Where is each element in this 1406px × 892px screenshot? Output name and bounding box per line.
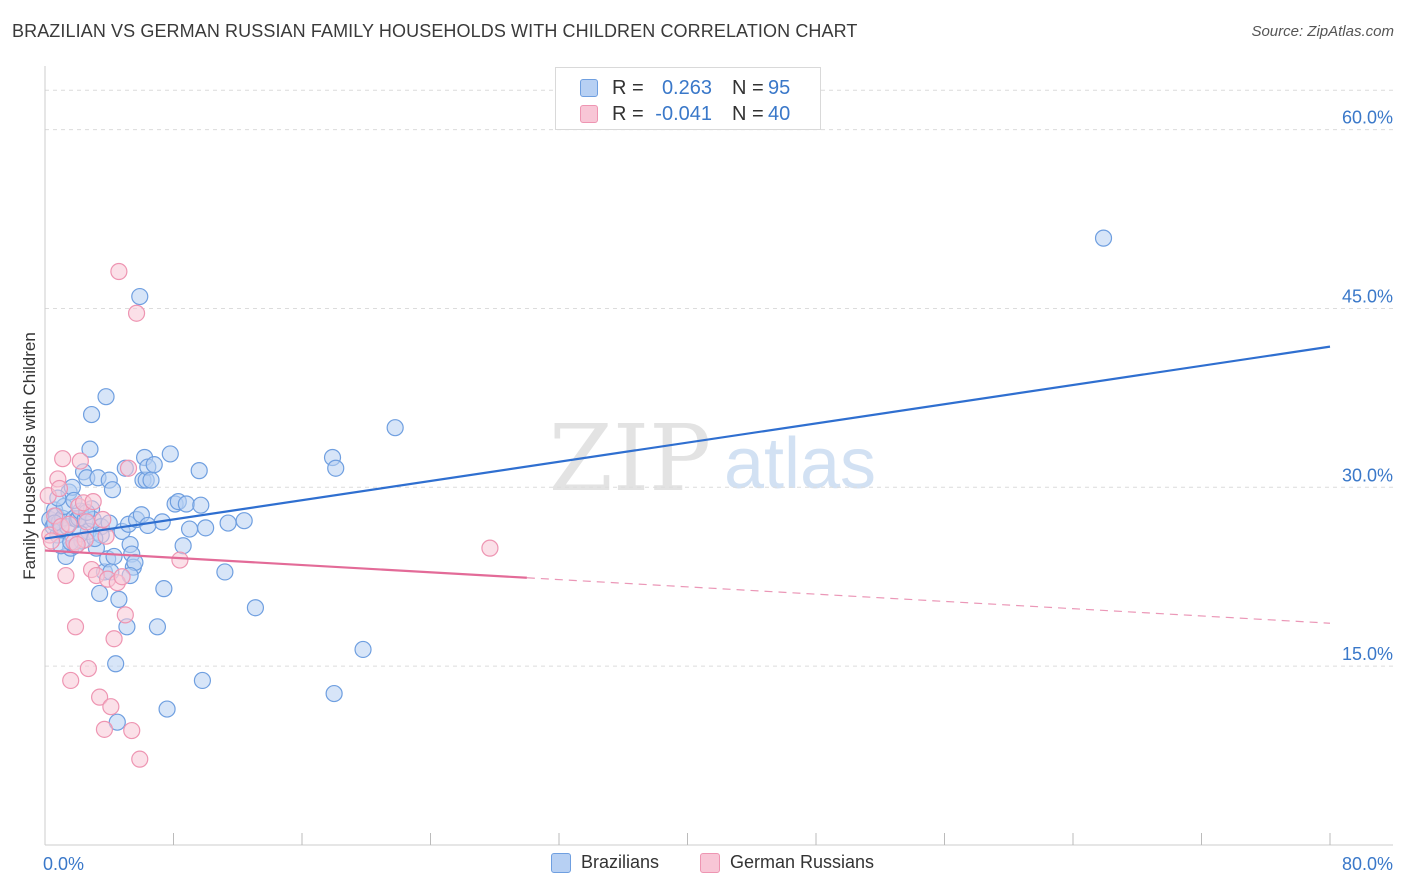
data-point-brazilian [110,590,128,608]
data-point-german-russian [62,671,80,690]
data-point-german-russian [119,459,138,477]
data-point-brazilian [219,514,237,532]
y-tick-label: 15.0% [1342,644,1393,664]
r-value: -0.041 [655,102,712,125]
data-point-brazilian [193,671,212,690]
source-credit: Source: ZipAtlas.com [1251,23,1394,40]
data-point-german-russian [54,450,72,468]
data-point-brazilian [107,655,125,673]
data-point-german-russian [60,515,78,533]
data-point-brazilian [145,456,163,474]
n-value: 95 [768,76,791,99]
legend-label: Brazilians [581,852,660,872]
r-label: R = [612,102,644,125]
stats-legend: R = 0.263 N = 95 R = -0.041 N = 40 [555,67,821,130]
data-point-brazilian [180,520,199,538]
data-point-brazilian [197,519,215,537]
data-point-german-russian [105,630,123,648]
data-point-german-russian [79,659,97,678]
data-point-brazilian [1094,229,1113,247]
data-point-german-russian [127,304,146,322]
data-point-brazilian [174,537,192,555]
data-point-german-russian [78,513,96,531]
data-point-brazilian [148,618,167,636]
brazilians-swatch [580,79,598,97]
data-point-german-russian [91,688,109,706]
data-point-brazilian [216,563,234,581]
data-point-german-russian [116,606,134,624]
data-point-brazilian [81,440,99,458]
trend-line-brazilians [44,345,1331,540]
data-point-brazilian [192,496,210,514]
data-point-brazilian [139,516,157,535]
data-point-german-russian [123,721,141,740]
data-point-brazilian [131,287,149,306]
data-point-brazilian [142,471,160,489]
data-point-brazilian [327,459,345,477]
brazilians-swatch [551,852,571,873]
y-tick-label: 30.0% [1342,465,1393,485]
r-label: R = [612,76,644,99]
data-point-german-russian [66,618,85,636]
data-point-brazilian [246,599,265,617]
trend-line-german-russians-extrapolated [526,577,1331,624]
data-point-brazilian [103,481,122,499]
data-point-german-russian [110,262,128,281]
data-point-german-russian [481,539,499,557]
watermark-atlas: atlas [724,424,876,504]
legend-item-german-russians[interactable]: German Russians [700,852,874,873]
n-label: N = [732,102,764,125]
y-tick-label: 60.0% [1342,108,1393,128]
data-point-brazilian [97,388,115,406]
r-value: 0.263 [661,76,712,99]
legend-item-brazilians[interactable]: Brazilians [551,852,659,873]
y-tick-label: 45.0% [1342,286,1393,306]
data-point-brazilian [108,713,126,731]
series-legend: Brazilians German Russians [0,852,1406,876]
trend-line-german-russians [44,549,527,579]
data-point-german-russian [71,452,89,470]
data-point-brazilian [354,640,372,659]
data-point-german-russian [97,527,115,545]
x-tick-label: 0.0% [43,854,84,874]
data-point-german-russian [57,566,75,585]
data-point-german-russian [131,750,149,768]
data-point-german-russian [113,568,131,586]
data-point-german-russian [95,720,114,738]
stats-row-brazilians: R = 0.263 N = 95 [580,76,790,100]
data-point-brazilian [177,495,195,513]
data-point-brazilian [82,405,101,424]
data-point-german-russian [171,551,189,569]
data-point-german-russian [84,493,102,511]
data-point-brazilian [235,512,253,530]
data-point-brazilian [161,445,179,463]
x-tick-label: 80.0% [1342,854,1393,874]
data-point-german-russian [102,698,120,716]
n-value: 40 [768,102,791,125]
data-point-brazilian [158,700,176,718]
legend-label: German Russians [730,852,875,872]
german-russians-swatch [700,852,720,873]
data-point-german-russian [94,510,112,529]
data-point-brazilian [155,580,173,598]
data-point-brazilian [190,462,208,480]
stats-row-german-russians: R = -0.041 N = 40 [580,102,790,126]
data-point-brazilian [386,419,404,437]
watermark-zip: ZIP [549,405,711,512]
n-label: N = [732,76,764,99]
data-point-brazilian [325,684,343,703]
data-point-german-russian [42,532,61,550]
data-point-brazilian [91,584,109,603]
data-point-german-russian [50,479,69,498]
data-point-german-russian [68,535,86,554]
german-russians-swatch [580,105,598,123]
data-point-brazilian [105,547,123,566]
chart-title: BRAZILIAN VS GERMAN RUSSIAN FAMILY HOUSE… [12,21,858,41]
